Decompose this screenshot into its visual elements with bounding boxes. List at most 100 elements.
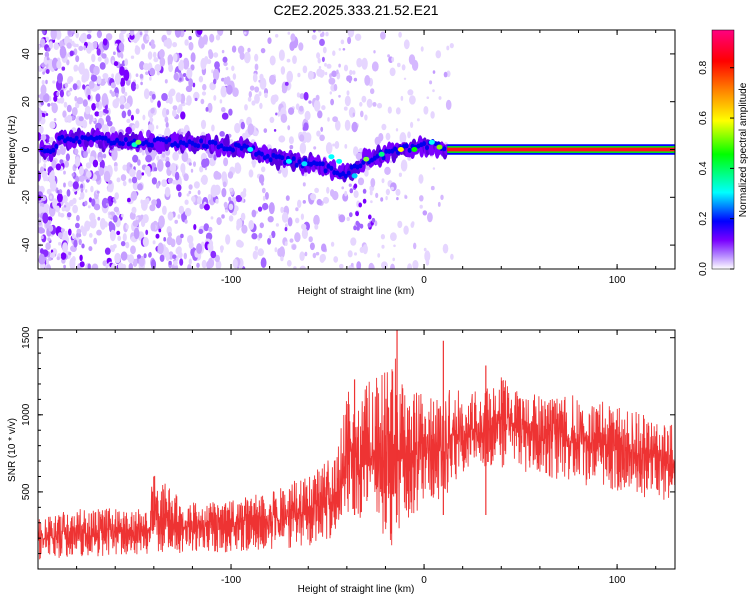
noise-speckle: [97, 56, 102, 62]
noise-speckle: [78, 197, 82, 200]
noise-speckle: [216, 172, 222, 180]
noise-speckle: [313, 214, 320, 226]
noise-speckle: [267, 216, 274, 223]
noise-speckle: [294, 232, 301, 243]
noise-speckle: [87, 30, 92, 34]
noise-speckle: [113, 61, 119, 67]
noise-speckle: [188, 184, 193, 190]
noise-speckle: [55, 205, 60, 213]
noise-speckle: [254, 93, 260, 104]
noise-speckle: [75, 222, 80, 229]
noise-speckle: [411, 59, 419, 71]
noise-speckle: [62, 195, 68, 204]
noise-speckle: [173, 53, 178, 62]
noise-speckle: [413, 242, 417, 250]
noise-speckle: [241, 224, 248, 234]
noise-speckle: [347, 30, 355, 38]
noise-speckle: [85, 189, 88, 193]
noise-speckle: [105, 33, 113, 41]
ridge-core: [323, 168, 328, 174]
noise-speckle: [96, 30, 102, 39]
noise-speckle: [71, 173, 75, 177]
ridge-core: [54, 143, 59, 149]
noise-speckle: [88, 45, 92, 50]
ridge-core: [112, 140, 117, 146]
noise-speckle: [275, 112, 278, 116]
noise-speckle: [221, 187, 227, 198]
noise-speckle: [280, 66, 286, 75]
noise-speckle: [288, 107, 295, 115]
noise-speckle: [169, 165, 174, 171]
noise-speckle: [178, 205, 185, 215]
ridge-hotspot: [301, 161, 308, 167]
noise-speckle: [393, 244, 396, 248]
noise-speckle: [252, 250, 258, 260]
noise-speckle: [192, 196, 196, 203]
noise-speckle: [298, 42, 304, 51]
noise-speckle: [63, 101, 68, 108]
noise-speckle: [364, 114, 368, 121]
noise-speckle: [158, 228, 162, 233]
colorbar-tick-label: 0.8: [698, 60, 709, 74]
noise-speckle: [258, 206, 263, 212]
noise-speckle: [56, 60, 62, 69]
noise-speckle: [65, 153, 70, 161]
ridge-core: [196, 143, 201, 149]
noise-speckle: [340, 39, 345, 45]
noise-speckle: [104, 176, 111, 182]
noise-speckle: [119, 95, 125, 106]
noise-speckle: [61, 206, 66, 212]
noise-speckle: [45, 79, 48, 85]
noise-speckle: [88, 246, 93, 252]
ridge-core: [393, 146, 398, 152]
noise-speckle: [397, 62, 401, 68]
noise-speckle: [293, 266, 297, 269]
noise-speckle: [142, 237, 149, 247]
ridge-tail: [355, 211, 360, 217]
noise-speckle: [429, 80, 433, 85]
noise-speckle: [381, 178, 385, 184]
ridge-core: [149, 142, 154, 148]
noise-speckle: [335, 120, 341, 131]
noise-speckle: [223, 201, 228, 208]
noise-speckle: [347, 36, 352, 45]
noise-speckle: [78, 175, 85, 183]
noise-speckle: [282, 165, 288, 178]
noise-speckle: [63, 182, 66, 188]
noise-speckle: [48, 171, 55, 185]
noise-speckle: [130, 245, 136, 255]
noise-speckle: [326, 63, 332, 69]
noise-speckle: [128, 178, 132, 182]
ridge-core: [358, 163, 363, 169]
noise-speckle: [326, 186, 330, 194]
noise-speckle: [41, 79, 45, 85]
noise-speckle: [109, 126, 116, 134]
noise-speckle: [400, 159, 408, 172]
ridge-core: [346, 170, 351, 176]
noise-speckle: [190, 52, 196, 63]
noise-speckle: [82, 99, 88, 107]
noise-speckle: [46, 188, 52, 195]
ridge-core: [118, 140, 122, 146]
ridge-hotspot: [428, 139, 435, 145]
noise-speckle: [107, 120, 113, 127]
noise-speckle: [301, 228, 308, 240]
noise-speckle: [134, 120, 140, 129]
colorbar-label: Normalized spectral amplitude: [738, 82, 749, 217]
noise-speckle: [409, 95, 416, 105]
noise-speckle: [267, 237, 272, 245]
noise-speckle: [80, 191, 85, 200]
noise-speckle: [188, 190, 192, 195]
noise-speckle: [121, 213, 124, 218]
spectrogram-y-axis-label: Frequency (Hz): [7, 116, 18, 185]
noise-speckle: [186, 95, 192, 106]
noise-speckle: [40, 195, 47, 202]
noise-speckle: [136, 32, 140, 39]
noise-speckle: [285, 223, 288, 228]
noise-speckle: [120, 37, 125, 43]
noise-speckle: [186, 193, 190, 197]
noise-speckle: [90, 185, 94, 193]
noise-speckle: [260, 48, 266, 54]
noise-speckle: [161, 93, 168, 101]
noise-speckle: [93, 41, 98, 50]
